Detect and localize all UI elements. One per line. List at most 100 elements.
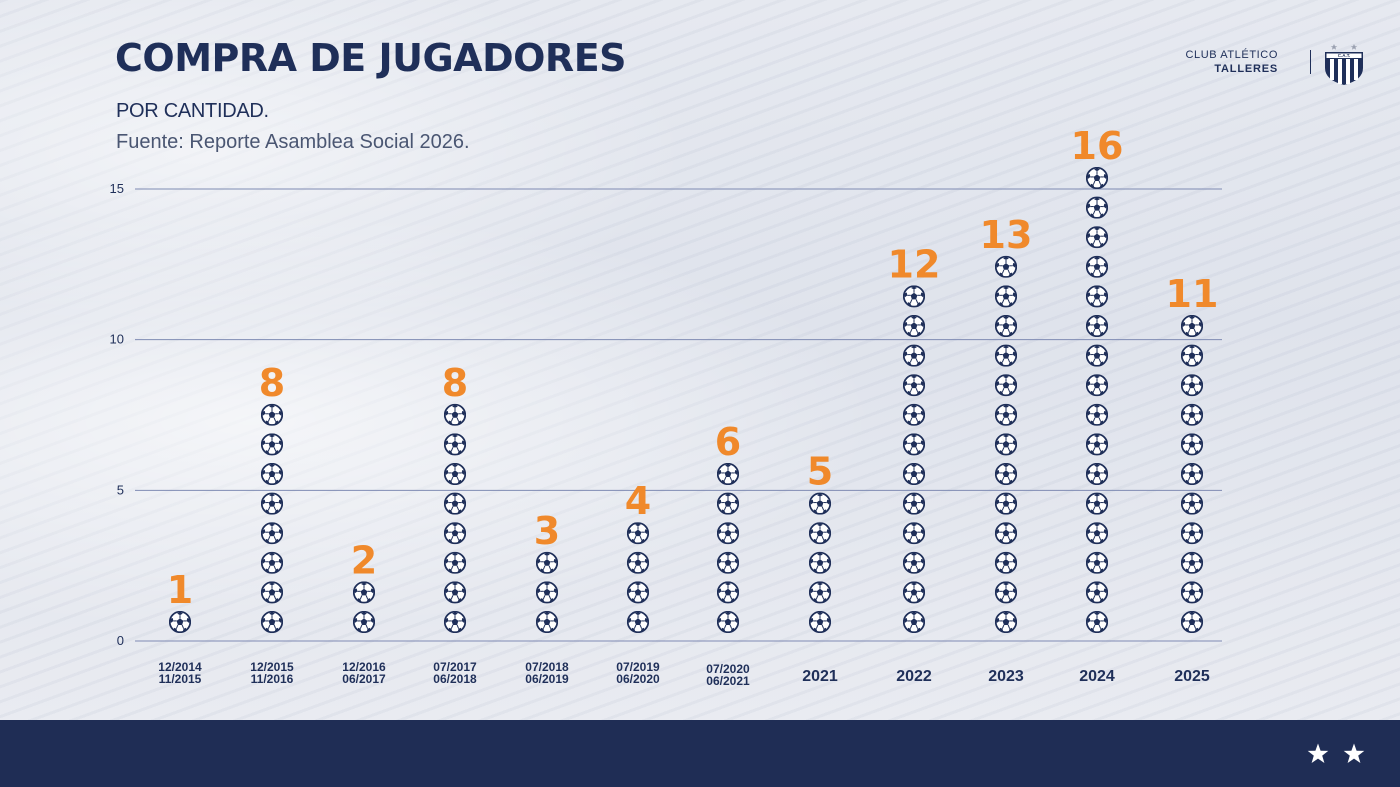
column-1: 8 (259, 361, 285, 633)
soccer-ball-icon (903, 463, 925, 485)
soccer-ball-icon (809, 551, 831, 574)
column-8: 12 (888, 242, 941, 633)
soccer-ball-icon (536, 611, 558, 633)
data-columns: 1 8 2 8 3 4 6 5 12 13 16 11 (167, 124, 1219, 633)
x-tick-label: 07/2018 (525, 660, 569, 674)
x-tick-label: 2022 (896, 668, 932, 685)
column-5: 4 (625, 479, 651, 633)
soccer-ball-icon (1086, 196, 1108, 219)
soccer-ball-icon (444, 522, 466, 545)
soccer-ball-icon (903, 433, 925, 456)
x-axis-tick-labels: 12/201411/201512/201511/201612/201606/20… (158, 660, 1210, 688)
soccer-ball-icon (1086, 315, 1108, 337)
x-tick-label: 07/2017 (433, 660, 477, 674)
column-7: 5 (807, 450, 833, 633)
soccer-ball-icon (627, 581, 649, 604)
soccer-ball-icon (1086, 492, 1108, 515)
club-brand: CLUB ATLÉTICO TALLERES C.A.T. (1180, 36, 1370, 86)
soccer-ball-icon (261, 522, 283, 545)
soccer-ball-icon (903, 581, 925, 604)
x-tick-label: 06/2017 (342, 672, 386, 686)
soccer-ball-icon (1181, 374, 1203, 397)
soccer-ball-icon (1086, 611, 1108, 633)
footer-stars (1307, 743, 1365, 763)
column-11: 11 (1166, 272, 1219, 633)
soccer-ball-icon (995, 522, 1017, 545)
soccer-ball-icon (995, 551, 1017, 574)
soccer-ball-icon (903, 551, 925, 574)
soccer-ball-icon (995, 344, 1017, 367)
soccer-ball-icon (627, 522, 649, 545)
value-label: 8 (442, 361, 468, 405)
soccer-ball-icon (353, 611, 375, 633)
footer-bar (0, 720, 1400, 787)
soccer-ball-icon (444, 551, 466, 574)
brand-divider (1310, 50, 1311, 74)
value-label: 8 (259, 361, 285, 405)
x-tick-label: 2023 (988, 668, 1024, 685)
x-tick-label: 06/2019 (525, 672, 569, 686)
x-tick-label: 2021 (802, 668, 838, 685)
soccer-ball-icon (627, 551, 649, 574)
soccer-ball-icon (903, 611, 925, 633)
gridlines (135, 188, 1222, 642)
soccer-ball-icon (444, 581, 466, 604)
x-tick-label: 2025 (1174, 668, 1210, 685)
soccer-ball-icon (1181, 581, 1203, 604)
soccer-ball-icon (1086, 226, 1108, 249)
soccer-ball-icon (444, 463, 466, 485)
soccer-ball-icon (903, 492, 925, 515)
x-tick-label: 06/2021 (706, 674, 750, 688)
soccer-ball-icon (717, 551, 739, 574)
x-tick-label: 07/2019 (616, 660, 660, 674)
soccer-ball-icon (1086, 403, 1108, 426)
column-4: 3 (534, 509, 560, 633)
crest-text: C.A.T. (1338, 53, 1351, 58)
value-label: 11 (1166, 272, 1219, 316)
source-note: Fuente: Reporte Asamblea Social 2026. (116, 131, 470, 153)
star-icon (1307, 743, 1329, 763)
soccer-ball-icon (995, 374, 1017, 397)
soccer-ball-icon (1181, 403, 1203, 426)
x-tick-label: 11/2015 (159, 672, 202, 686)
soccer-ball-icon (903, 315, 925, 337)
stadium-background (0, 0, 1400, 720)
soccer-ball-icon (1181, 315, 1203, 337)
club-crest-logo: C.A.T. (1325, 44, 1363, 85)
value-label: 16 (1071, 124, 1124, 168)
soccer-ball-icon (903, 522, 925, 545)
column-9: 13 (980, 213, 1033, 633)
soccer-ball-icon (995, 433, 1017, 456)
soccer-ball-icon (1086, 167, 1108, 189)
soccer-ball-icon (903, 285, 925, 308)
soccer-ball-icon (809, 581, 831, 604)
soccer-ball-icon (353, 581, 375, 604)
value-label: 12 (888, 242, 941, 286)
soccer-ball-icon (809, 611, 831, 633)
soccer-ball-icon (1086, 344, 1108, 367)
soccer-ball-icon (995, 611, 1017, 633)
star-icon (1343, 743, 1365, 763)
soccer-ball-icon (1181, 433, 1203, 456)
soccer-ball-icon (1086, 522, 1108, 545)
soccer-ball-icon (169, 611, 191, 633)
soccer-ball-icon (1086, 463, 1108, 485)
x-tick-label: 07/2020 (706, 662, 750, 676)
value-label: 5 (807, 450, 833, 494)
soccer-ball-icon (444, 492, 466, 515)
soccer-ball-icon (444, 611, 466, 633)
soccer-ball-icon (717, 611, 739, 633)
soccer-ball-icon (1181, 611, 1203, 633)
soccer-ball-icon (995, 285, 1017, 308)
y-tick-label: 10 (110, 332, 124, 347)
soccer-ball-icon (717, 492, 739, 515)
soccer-ball-icon (261, 463, 283, 485)
y-axis-tick-labels: 0 5 10 15 (110, 181, 124, 648)
column-3: 8 (442, 361, 468, 633)
soccer-ball-icon (1086, 433, 1108, 456)
value-label: 6 (715, 420, 741, 464)
y-tick-label: 5 (117, 482, 124, 497)
value-label: 13 (980, 213, 1033, 257)
soccer-ball-icon (261, 492, 283, 515)
